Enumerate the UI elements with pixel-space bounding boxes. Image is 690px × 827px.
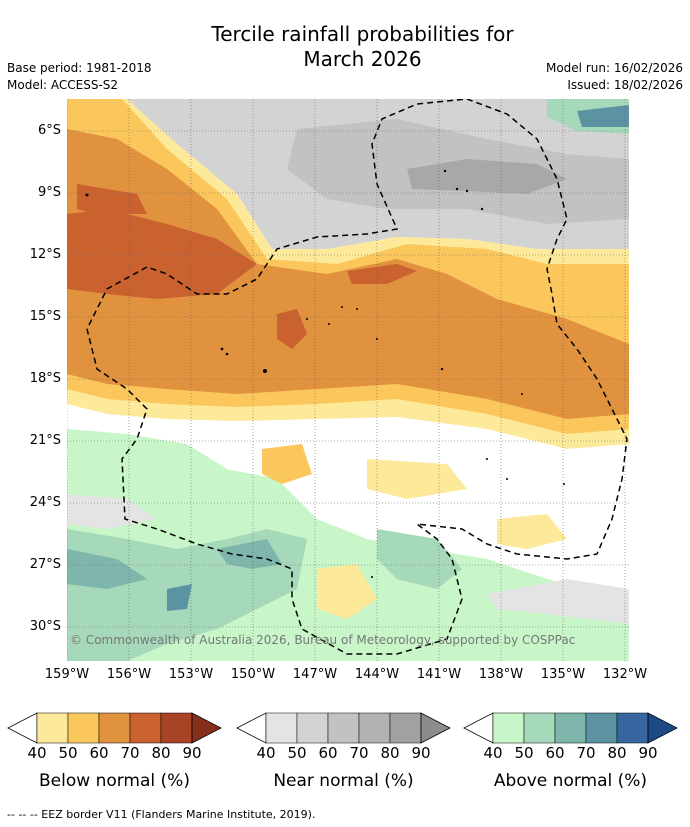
colorbar-segment — [296, 712, 329, 744]
lon-label: 150°W — [230, 667, 276, 682]
colorbar-tick: 90 — [411, 744, 431, 762]
below-normal-core-south — [277, 309, 307, 349]
colorbar-segment — [358, 712, 391, 744]
map-panel — [66, 98, 629, 661]
colorbar-tick: 70 — [120, 744, 140, 762]
meta-right: Model run: 16/02/2026 Issued: 18/02/2026 — [546, 60, 683, 94]
model-name: Model: ACCESS-S2 — [7, 78, 119, 92]
colorbar-segment — [327, 712, 360, 744]
colorbar-tick: 40 — [256, 744, 276, 762]
below-normal-patch-south — [317, 564, 377, 619]
colorbar-1 — [7, 712, 222, 744]
colorbar-tick: 80 — [607, 744, 627, 762]
copyright-notice: © Commonwealth of Australia 2026, Bureau… — [70, 633, 576, 647]
colorbar-under-triangle — [236, 712, 267, 744]
lat-label: 27°S — [29, 557, 61, 572]
below-normal-band-70 — [67, 209, 257, 299]
below-normal-patch-se — [497, 514, 567, 549]
lon-label: 156°W — [106, 667, 152, 682]
lat-label: 12°S — [29, 247, 61, 262]
colorbar-tick: 70 — [349, 744, 369, 762]
colorbar-tick: 70 — [576, 744, 596, 762]
colorbar-under-triangle — [7, 712, 38, 744]
colorbar-segment — [554, 712, 587, 744]
base-period: Base period: 1981-2018 — [7, 61, 152, 75]
colorbar-segment — [98, 712, 131, 744]
colorbar-over-triangle — [647, 712, 678, 744]
colorbar-tick: 50 — [287, 744, 307, 762]
map-gridlines — [66, 99, 629, 661]
colorbar-tick: 80 — [151, 744, 171, 762]
title-line-1: Tercile rainfall probabilities for — [211, 22, 514, 46]
colorbar-tick: 50 — [58, 744, 78, 762]
above-normal-ne-dark — [577, 105, 629, 127]
below-normal-core-north — [77, 184, 147, 214]
colorbar-tick: 40 — [483, 744, 503, 762]
lon-label: 141°W — [416, 667, 462, 682]
below-normal-core-east — [347, 264, 417, 284]
colorbar-segment — [265, 712, 298, 744]
title-line-2: March 2026 — [303, 47, 422, 71]
above-normal-sw-60b — [217, 539, 282, 569]
lon-label: 132°W — [602, 667, 648, 682]
colorbar-segment — [616, 712, 649, 744]
colorbar-tick: 40 — [27, 744, 47, 762]
islands — [85, 169, 565, 578]
colorbar-title: Below normal (%) — [39, 771, 190, 791]
meta-left: Base period: 1981-2018 Model: ACCESS-S2 — [7, 60, 152, 94]
colorbar-over-triangle — [420, 712, 451, 744]
colorbar-segment — [523, 712, 556, 744]
colorbar-tick: 60 — [318, 744, 338, 762]
colorbar-segment — [585, 712, 618, 744]
colorbar-segment — [160, 712, 193, 744]
colorbar-under-triangle — [463, 712, 494, 744]
colorbar-tick: 90 — [638, 744, 658, 762]
issued-date: Issued: 18/02/2026 — [567, 78, 683, 92]
colorbar-segment — [389, 712, 422, 744]
eez-border-cook-islands — [86, 98, 628, 655]
lat-label: 30°S — [29, 619, 61, 634]
lat-label: 18°S — [29, 371, 61, 386]
lon-label: 147°W — [292, 667, 338, 682]
map-canvas — [66, 98, 629, 661]
colorbar-title: Above normal (%) — [493, 771, 648, 791]
below-normal-patch-east — [367, 459, 467, 499]
lat-label: 9°S — [37, 185, 61, 200]
above-normal-sw-70 — [167, 584, 192, 611]
colorbar-tick: 90 — [182, 744, 202, 762]
lon-label: 138°W — [478, 667, 524, 682]
lat-label: 15°S — [29, 309, 61, 324]
colorbar-segment — [129, 712, 162, 744]
lon-label: 159°W — [44, 667, 90, 682]
model-run: Model run: 16/02/2026 — [545, 61, 683, 75]
map-title: Tercile rainfall probabilities for March… — [0, 22, 690, 72]
colorbar-2 — [236, 712, 451, 744]
colorbar-segment — [492, 712, 525, 744]
colorbar-3 — [463, 712, 678, 744]
below-normal-patch-mid — [262, 444, 312, 484]
near-normal-south — [487, 579, 629, 624]
near-normal-sw-patch — [67, 494, 157, 529]
near-normal-core — [407, 159, 567, 194]
colorbar-tick: 80 — [380, 744, 400, 762]
lat-label: 24°S — [29, 495, 61, 510]
lat-label: 21°S — [29, 433, 61, 448]
eez-footnote: -- -- -- EEZ border V11 (Flanders Marine… — [7, 808, 316, 821]
lon-label: 153°W — [168, 667, 214, 682]
lon-label: 144°W — [354, 667, 400, 682]
colorbar-title: Near normal (%) — [273, 771, 414, 791]
colorbar-segment — [36, 712, 69, 744]
colorbar-over-triangle — [191, 712, 222, 744]
lon-label: 135°W — [540, 667, 586, 682]
colorbar-tick: 60 — [545, 744, 565, 762]
colorbar-tick: 60 — [89, 744, 109, 762]
below-normal-band-60 — [67, 129, 629, 419]
colorbar-segment — [67, 712, 100, 744]
colorbar-tick: 50 — [514, 744, 534, 762]
lat-label: 6°S — [37, 123, 61, 138]
above-normal-sw-60 — [67, 549, 147, 589]
